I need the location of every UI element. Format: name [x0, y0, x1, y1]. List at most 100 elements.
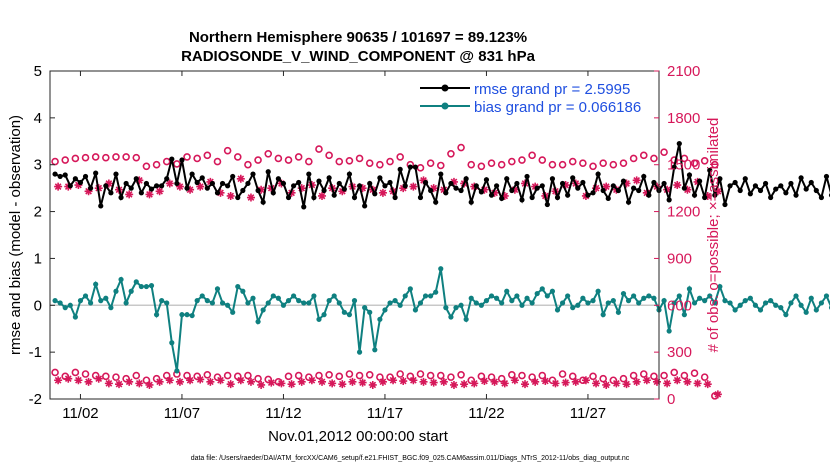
obs-possible-marker — [223, 371, 232, 380]
obs-possible-marker — [548, 160, 557, 169]
bias-marker — [818, 300, 825, 306]
obs-possible-marker — [538, 156, 547, 164]
obs-assimilated-marker — [196, 375, 205, 384]
rmse-marker — [52, 171, 58, 177]
rmse-marker — [77, 179, 84, 186]
obs-possible-marker — [629, 371, 638, 380]
obs-possible-marker — [112, 153, 120, 161]
rmse-marker — [88, 185, 94, 191]
obs-possible-marker — [599, 159, 607, 167]
bias-marker — [321, 312, 327, 318]
bias-marker — [798, 302, 804, 308]
rmse-marker — [570, 175, 576, 181]
obs-possible-marker — [355, 371, 364, 380]
obs-assimilated-marker — [257, 185, 266, 194]
bias-marker — [727, 300, 733, 306]
bias-marker — [346, 312, 353, 318]
bias-marker — [478, 302, 484, 308]
obs-possible-marker — [558, 160, 567, 169]
rmse-marker — [377, 175, 383, 181]
obs-possible-marker — [91, 153, 100, 161]
obs-assimilated-marker — [622, 179, 631, 188]
obs-assimilated-marker — [470, 379, 479, 388]
obs-assimilated-marker — [399, 377, 408, 386]
obs-assimilated-marker — [378, 377, 387, 386]
rmse-line — [54, 143, 830, 208]
obs-possible-marker — [223, 146, 232, 155]
bias-marker — [311, 293, 317, 299]
rmse-marker — [72, 176, 78, 182]
bias-marker — [118, 276, 124, 283]
bias-marker — [265, 300, 271, 306]
obs-assimilated-marker — [693, 379, 702, 388]
rmse-marker — [265, 169, 271, 175]
bias-marker — [189, 312, 195, 319]
rmse-marker — [499, 195, 505, 202]
obs-assimilated-marker — [338, 187, 347, 196]
rmse-marker — [219, 180, 226, 187]
legend-bias-marker — [441, 102, 449, 110]
obs-possible-marker — [487, 159, 496, 167]
obs-assimilated-marker — [490, 377, 499, 386]
obs-assimilated-marker — [521, 380, 530, 389]
rmse-marker — [143, 180, 150, 187]
obs-assimilated-marker — [104, 179, 113, 188]
obs-assimilated-marker — [399, 184, 408, 193]
obs-possible-marker — [436, 161, 445, 170]
rmse-marker — [67, 183, 73, 189]
plot-area — [50, 71, 659, 399]
obs-assimilated-marker — [703, 191, 712, 200]
rmse-marker — [636, 187, 642, 194]
obs-possible-marker — [477, 372, 486, 381]
plot-frame — [49, 70, 660, 400]
obs-assimilated-marker — [267, 378, 276, 387]
bias-marker — [585, 300, 591, 306]
bias-marker — [808, 295, 814, 301]
bias-marker — [473, 300, 479, 306]
obs-possible-marker — [700, 373, 709, 381]
bias-marker — [128, 288, 134, 294]
obs-assimilated-marker — [226, 380, 235, 389]
obs-possible-marker — [345, 370, 354, 378]
bias-marker — [270, 293, 276, 299]
obs-possible-marker — [467, 160, 476, 169]
bias-marker — [316, 316, 322, 322]
bias-marker — [504, 288, 510, 294]
obs-assimilated-marker — [409, 376, 418, 385]
bias-marker — [788, 300, 794, 306]
bias-marker — [67, 302, 73, 308]
bias-marker — [88, 300, 94, 306]
obs-possible-marker — [497, 160, 506, 169]
bias-marker — [138, 283, 144, 290]
rmse-marker — [605, 195, 611, 202]
rmse-marker — [661, 180, 667, 187]
rmse-marker — [747, 191, 753, 197]
bias-marker — [697, 295, 703, 301]
rmse-marker — [732, 179, 738, 186]
rmse-marker — [478, 189, 484, 195]
rmse-marker — [671, 164, 677, 170]
bias-marker — [636, 300, 642, 306]
rmse-marker — [549, 176, 556, 182]
bias-marker — [590, 298, 596, 304]
rmse-marker — [468, 199, 474, 205]
rmse-marker — [722, 201, 728, 208]
bias-marker — [392, 298, 398, 304]
rmse-marker — [311, 194, 317, 201]
bias-marker — [681, 312, 687, 318]
obs-possible-marker — [426, 159, 435, 167]
legend-rmse-label: rmse grand pr = 2.5995 — [474, 81, 630, 98]
obs-possible-marker — [335, 157, 344, 166]
obs-assimilated-marker — [125, 377, 134, 386]
obs-possible-marker — [51, 368, 59, 377]
obs-possible-marker — [81, 153, 90, 162]
right-tick-label: 1500 — [667, 157, 700, 174]
rmse-marker — [260, 199, 266, 205]
bias-marker — [539, 286, 545, 292]
rmse-marker — [590, 190, 596, 196]
left-tick-label: 1 — [34, 250, 42, 267]
bias-marker — [641, 295, 647, 301]
bias-marker — [387, 300, 393, 306]
right-tick-label: 1200 — [667, 204, 700, 221]
obs-assimilated-marker — [64, 374, 73, 383]
